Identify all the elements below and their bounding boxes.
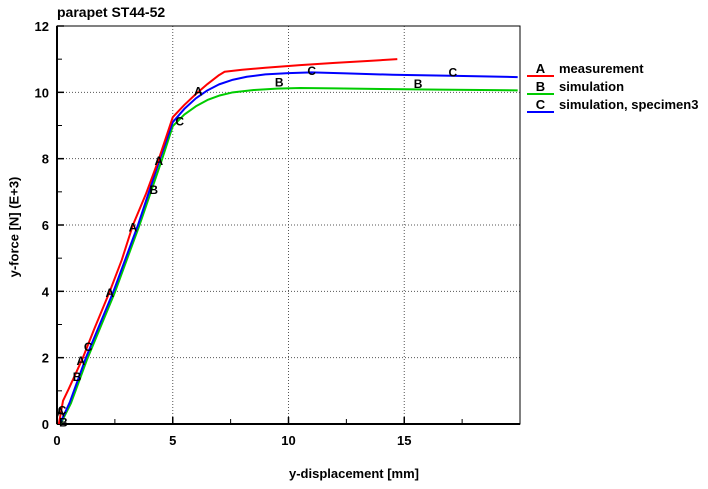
curve-marker-A-5: A [194,84,203,98]
curve-marker-C-4: C [449,65,458,79]
legend: A measurement B simulation C simulation,… [527,61,698,115]
y-tick-label-12: 12 [35,19,49,34]
curve-marker-C-2: C [175,115,184,129]
legend-entry-measurement: A measurement [527,61,698,79]
legend-label-measurement: measurement [559,61,644,76]
legend-label-simulation-specimen3: simulation, specimen3 [559,97,699,112]
legend-letter-c: C [527,98,554,113]
legend-letter-b: B [527,80,554,95]
y-tick-label-2: 2 [42,351,49,366]
x-tick-label-10: 10 [281,433,295,448]
y-tick-label-4: 4 [42,284,50,299]
legend-letter-a: A [527,62,554,77]
y-tick-label-6: 6 [42,218,49,233]
x-tick-label-15: 15 [397,433,411,448]
curve-marker-A-4: A [155,154,164,168]
x-tick-label-5: 5 [169,433,176,448]
curve-marker-B-4: B [414,77,423,91]
legend-label-simulation: simulation [559,79,625,94]
curve-marker-A-2: A [105,286,114,300]
curve-marker-B-0: B [59,415,68,429]
curve-marker-A-0: A [56,405,65,419]
series-line-A [57,58,398,425]
curve-marker-C-0: C [58,404,67,418]
x-tick-label-0: 0 [53,433,60,448]
y-tick-label-8: 8 [42,152,49,167]
curve-marker-B-2: B [149,183,158,197]
chart-title: parapet ST44-52 [57,4,166,20]
curve-marker-C-3: C [307,64,316,78]
x-axis-label: y-displacement [mm] [288,466,420,481]
curve-marker-B-3: B [275,75,284,89]
y-tick-label-0: 0 [42,417,49,432]
legend-entry-simulation: B simulation [527,79,698,97]
series-line-C [58,71,518,425]
legend-entry-simulation-specimen3: C simulation, specimen3 [527,97,698,115]
curve-marker-B-1: B [73,370,82,384]
series-line-B [59,87,518,425]
curve-marker-A-3: A [129,220,138,234]
curve-marker-A-1: A [77,354,86,368]
y-tick-label-10: 10 [35,85,49,100]
curve-marker-C-1: C [84,340,93,354]
